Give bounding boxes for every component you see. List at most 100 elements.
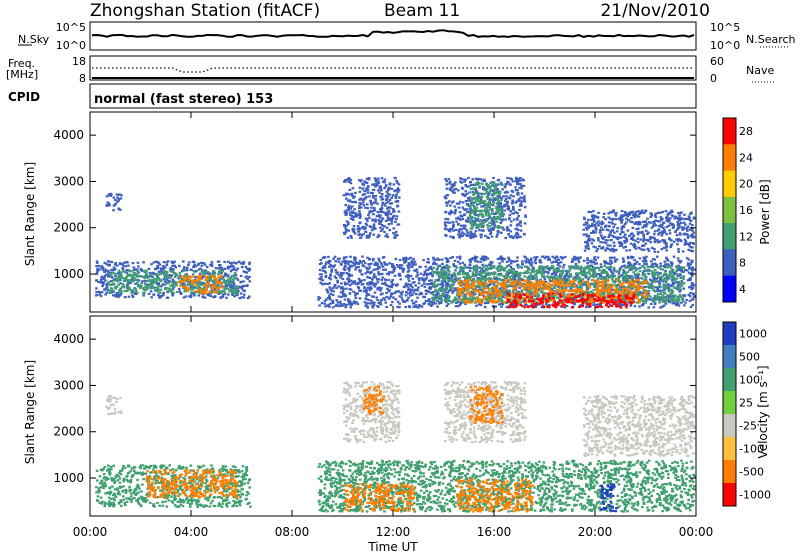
scatter-cell [475,198,478,201]
scatter-cell [516,217,519,220]
scatter-cell [649,295,652,298]
scatter-cell [495,220,499,223]
scatter-cell [215,280,219,284]
scatter-cell [189,295,193,299]
scatter-cell [595,266,599,269]
scatter-cell [460,228,463,231]
scatter-cell [344,231,348,234]
scatter-cell [172,280,176,283]
scatter-cell [510,220,513,223]
scatter-cell [363,287,366,290]
scatter-cell [317,298,320,301]
scatter-cell [464,190,467,193]
scatter-cell [666,283,670,286]
scatter-cell [324,271,327,274]
scatter-cell [136,291,139,294]
scatter-cell [456,293,459,297]
scatter-cell [239,274,243,277]
scatter-cell [604,280,608,283]
scatter-cell [665,299,668,302]
scatter-cell [183,269,187,272]
scatter-cell [489,182,492,185]
scatter-cell [150,273,153,276]
scatter-cell [223,281,227,284]
scatter-cell [229,270,233,273]
scatter-cell [167,275,170,278]
scatter-cell [635,301,639,304]
scatter-cell [557,280,560,283]
scatter-cell [445,298,448,301]
scatter-cell [527,259,531,262]
scatter-cell [385,201,388,204]
scatter-cell [219,296,223,299]
scatter-cell [597,273,600,276]
scatter-cell [414,284,417,287]
scatter-cell [659,276,663,279]
scatter-cell [543,292,547,295]
scatter-cell [153,277,156,280]
scatter-cell [376,183,379,187]
scatter-cell [449,209,453,212]
scatter-cell [224,280,227,283]
scatter-cell [386,213,390,216]
scatter-cell [619,285,622,288]
scatter-cell [418,293,421,296]
scatter-cell [110,268,113,271]
scatter-cell [607,262,610,265]
scatter-cell [330,270,334,273]
scatter-cell [474,189,478,192]
scatter-cell [357,266,360,269]
scatter-cell [320,276,323,279]
scatter-cell [469,204,473,207]
scatter-cell [474,211,477,214]
scatter-cell [484,258,487,261]
scatter-cell [505,227,509,230]
scatter-cell [539,291,543,294]
scatter-cell [671,302,675,305]
scatter-cell [132,272,136,275]
scatter-cell [118,193,121,196]
scatter-cell [485,184,488,187]
scatter-cell [486,209,490,212]
scatter-cell [491,221,495,224]
scatter-cell [209,277,212,280]
scatter-cell [372,188,375,191]
scatter-cell [119,287,122,290]
scatter-cell [481,229,485,232]
scatter-cell [99,281,103,284]
scatter-cell [374,276,377,279]
scatter-cell [403,261,406,264]
scatter-cell [356,292,359,295]
scatter-cell [447,303,450,306]
scatter-cell [349,303,353,306]
scatter-cell [521,260,524,263]
scatter-cell [372,304,376,307]
scatter-cell [588,272,592,276]
scatter-cell [503,269,506,272]
scatter-cell [569,287,573,290]
scatter-cell [345,256,348,259]
scatter-cell [173,264,176,267]
scatter-cell [475,271,478,274]
scatter-cell [444,301,448,304]
scatter-cell [178,290,182,293]
scatter-cell [175,284,178,287]
scatter-cell [377,180,380,183]
scatter-cell [349,306,352,309]
scatter-cell [347,267,351,270]
scatter-cell [673,272,676,276]
scatter-cell [546,275,549,278]
scatter-cell [350,236,353,239]
scatter-cell [685,298,688,301]
scatter-cell [382,255,386,259]
scatter-cell [395,179,398,183]
scatter-cell [366,207,370,210]
scatter-cell [579,265,583,268]
scatter-cell [347,180,351,183]
scatter-cell [142,270,146,273]
scatter-cell [659,292,662,295]
scatter-cell [168,274,171,277]
scatter-cell [415,293,418,296]
scatter-cell [233,290,236,293]
scatter-cell [631,256,635,259]
